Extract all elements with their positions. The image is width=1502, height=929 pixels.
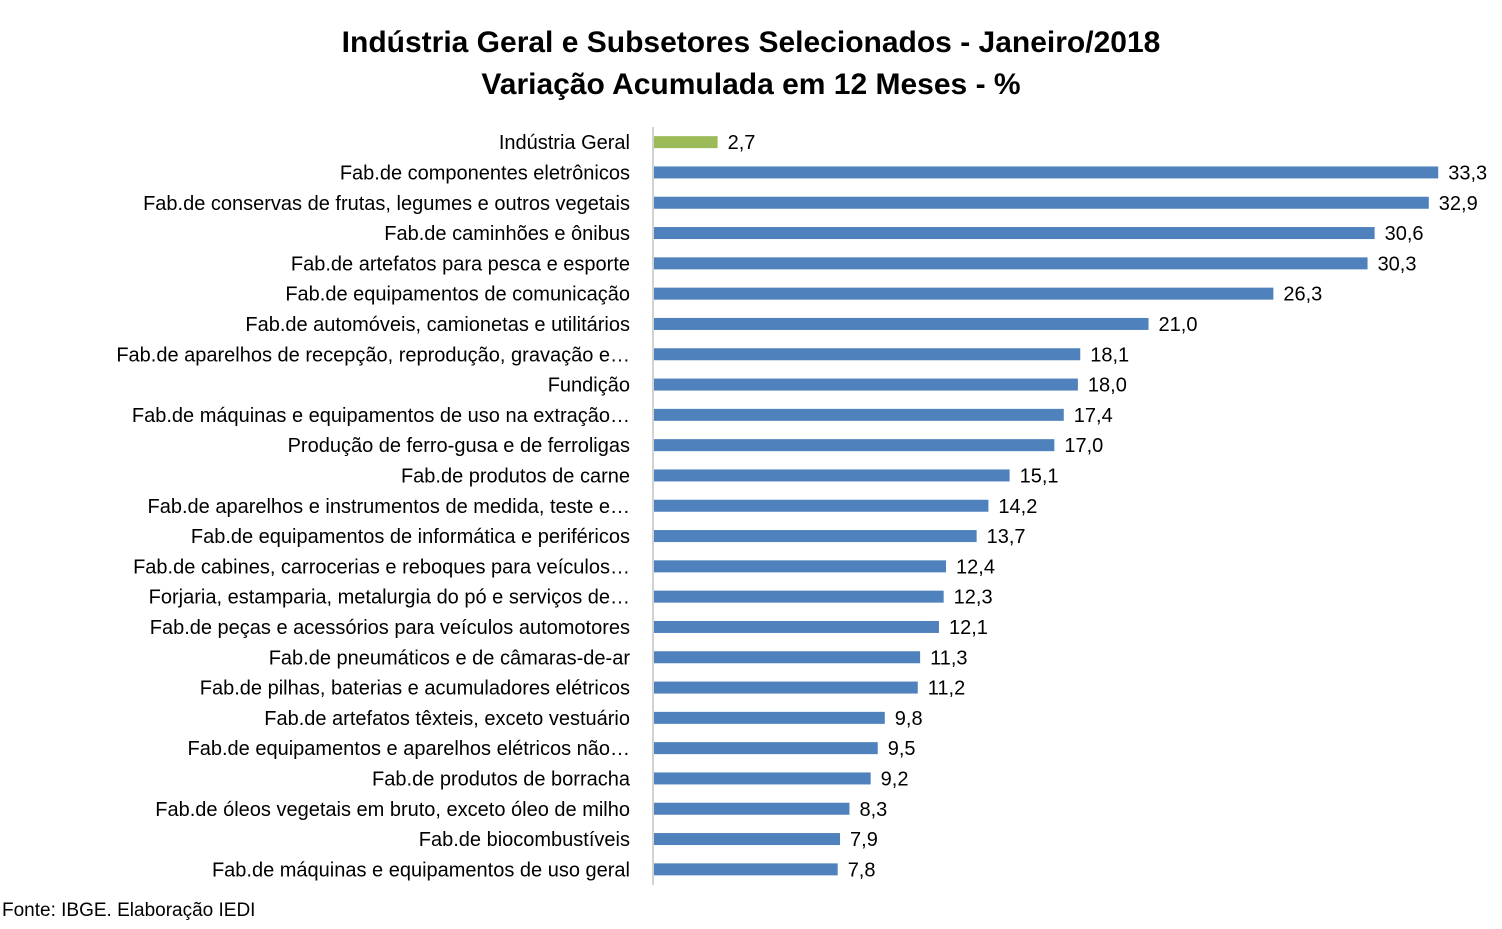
data-label: 9,8: [895, 708, 923, 730]
category-label: Fab.de pilhas, baterias e acumuladores e…: [200, 678, 630, 700]
category-label: Fab.de aparelhos e instrumentos de medid…: [148, 496, 631, 518]
category-label: Fab.de produtos de carne: [401, 465, 630, 487]
data-label: 9,5: [888, 738, 916, 760]
bar: [654, 469, 1010, 482]
bar: [654, 196, 1429, 209]
bar: [654, 560, 947, 573]
bars-layer: Indústria Geral 2,7 Fab.de componentes ele…: [116, 132, 1487, 881]
category-label: Fab.de máquinas e equipamentos de uso ge…: [212, 859, 630, 881]
bar-highlight: [654, 136, 718, 149]
category-label: Fab.de cabines, carrocerias e reboques p…: [133, 556, 630, 578]
category-label: Forjaria, estamparia, metalurgia do pó e…: [149, 587, 630, 609]
data-label: 7,9: [850, 829, 878, 851]
category-label: Indústria Geral: [499, 132, 630, 154]
bar: [654, 772, 871, 785]
bar: [654, 287, 1274, 300]
category-label: Fab.de produtos de borracha: [372, 768, 631, 790]
data-label: 17,4: [1074, 405, 1113, 427]
bar: [654, 530, 977, 543]
data-label: 18,0: [1088, 375, 1127, 397]
category-label: Fab.de componentes eletrônicos: [340, 162, 630, 184]
bar: [654, 317, 1149, 330]
chart-title-line1: Indústria Geral e Subsetores Selecionado…: [341, 26, 1161, 59]
category-label: Fab.de equipamentos e aparelhos elétrico…: [188, 738, 631, 760]
data-label: 15,1: [1020, 465, 1059, 487]
data-label: 2,7: [728, 132, 756, 154]
category-label: Fab.de equipamentos de comunicação: [285, 284, 630, 306]
data-label: 13,7: [987, 526, 1026, 548]
data-label: 14,2: [998, 496, 1037, 518]
data-label: 18,1: [1090, 344, 1129, 366]
category-label: Fab.de artefatos têxteis, exceto vestuár…: [264, 708, 630, 730]
data-label: 11,2: [928, 678, 965, 700]
category-label: Fab.de biocombustíveis: [419, 829, 630, 851]
data-label: 7,8: [848, 859, 876, 881]
bar: [654, 833, 841, 846]
category-label: Fab.de pneumáticos e de câmaras-de-ar: [269, 647, 631, 669]
chart-title: Indústria Geral e Subsetores Selecionado…: [0, 22, 1502, 106]
category-label: Fab.de óleos vegetais em bruto, exceto ó…: [155, 799, 630, 821]
data-label: 30,3: [1378, 253, 1417, 275]
source-note: Fonte: IBGE. Elaboração IEDI: [2, 900, 256, 921]
category-label: Fab.de artefatos para pesca e esporte: [291, 253, 630, 275]
category-label: Produção de ferro-gusa e de ferroligas: [288, 435, 630, 457]
category-label: Fab.de caminhões e ônibus: [384, 223, 630, 245]
category-label: Fab.de automóveis, camionetas e utilitár…: [245, 314, 630, 336]
bar: [654, 408, 1064, 421]
bar: [654, 499, 989, 512]
bar: [654, 711, 885, 724]
bar: [654, 620, 939, 633]
bar: [654, 227, 1375, 240]
category-label: Fab.de peças e acessórios para veículos …: [150, 617, 630, 639]
bar: [654, 742, 878, 755]
data-label: 8,3: [859, 799, 887, 821]
data-label: 9,2: [881, 768, 909, 790]
bar: [654, 166, 1439, 179]
bar: [654, 651, 921, 664]
data-label: 12,1: [949, 617, 988, 639]
bar: [654, 863, 838, 876]
bar: [654, 439, 1055, 452]
bar: [654, 590, 944, 603]
data-label: 12,4: [956, 556, 995, 578]
data-label: 30,6: [1385, 223, 1424, 245]
category-label: Fab.de conservas de frutas, legumes e ou…: [143, 193, 630, 215]
category-label: Fab.de aparelhos de recepção, reprodução…: [116, 344, 630, 366]
bar: [654, 802, 850, 815]
category-label: Fab.de equipamentos de informática e per…: [191, 526, 630, 548]
category-label: Fab.de máquinas e equipamentos de uso na…: [132, 405, 630, 427]
bar: [654, 378, 1078, 391]
chart-subtitle: Variação Acumulada em 12 Meses - %: [481, 68, 1021, 101]
bar: [654, 681, 918, 694]
data-label: 12,3: [954, 587, 993, 609]
data-label: 17,0: [1064, 435, 1103, 457]
data-label: 32,9: [1439, 193, 1478, 215]
data-label: 26,3: [1283, 284, 1322, 306]
bar: [654, 348, 1081, 361]
data-label: 33,3: [1448, 162, 1487, 184]
data-label: 11,3: [930, 647, 967, 669]
data-label: 21,0: [1159, 314, 1198, 336]
category-label: Fundição: [548, 375, 630, 397]
bar: [654, 257, 1368, 270]
